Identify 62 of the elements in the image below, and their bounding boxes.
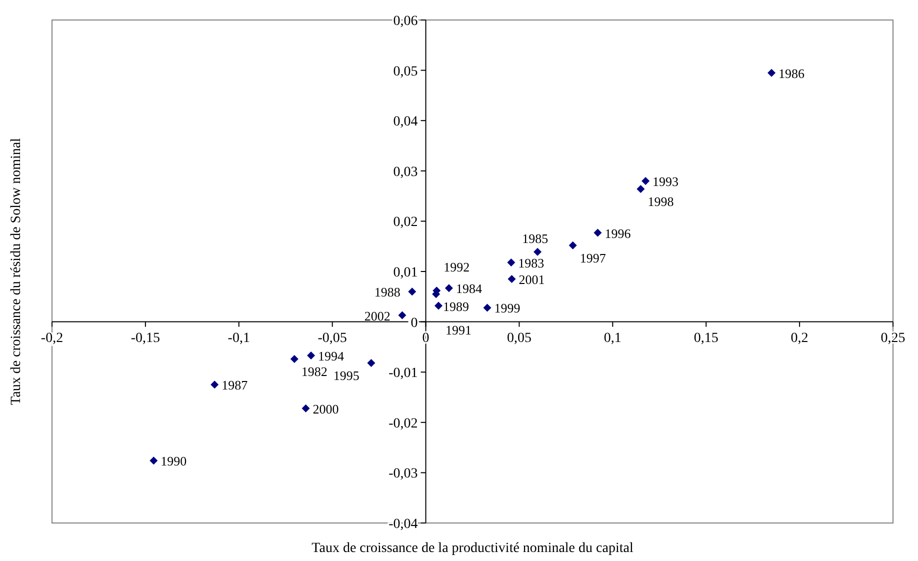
x-tick-label: -0,15 bbox=[130, 330, 160, 346]
point bbox=[642, 176, 650, 185]
annotation: 1982 bbox=[301, 364, 328, 380]
y-tick-label: -0,03 bbox=[388, 466, 418, 482]
y-tick-label: 0,02 bbox=[393, 215, 418, 230]
point bbox=[594, 228, 602, 237]
y-tick-label: 0,04 bbox=[393, 114, 418, 130]
annotation: 2002 bbox=[364, 308, 390, 324]
annotation: 1994 bbox=[318, 348, 345, 364]
point bbox=[768, 68, 776, 77]
annotation: 1996 bbox=[604, 226, 632, 241]
annotation: 1991 bbox=[445, 322, 472, 338]
annotation: 1989 bbox=[443, 299, 470, 314]
point bbox=[534, 248, 542, 256]
annotation: 1992 bbox=[444, 260, 470, 275]
point bbox=[434, 302, 442, 310]
point bbox=[307, 352, 316, 360]
annotation: 1983 bbox=[518, 255, 544, 270]
annotation: 1997 bbox=[580, 250, 606, 266]
x-tick-label: 0,1 bbox=[604, 330, 622, 346]
y-axis-title: Taux de croissance du résidu de Solow nominal bbox=[9, 138, 24, 405]
annotation: 1986 bbox=[778, 66, 806, 81]
x-tick-label: 0,25 bbox=[880, 330, 906, 346]
y-tick-label: 0 bbox=[410, 316, 418, 331]
x-tick-label: -0,05 bbox=[318, 330, 347, 346]
y-tick-label: 0,06 bbox=[393, 14, 418, 29]
y-tick-label: -0,02 bbox=[388, 416, 418, 432]
annotation: 1999 bbox=[494, 300, 520, 316]
y-tick-label: 0,01 bbox=[393, 266, 418, 280]
annotation: 2001 bbox=[518, 272, 545, 288]
y-tick-label: 0,03 bbox=[393, 164, 418, 180]
y-tick-label: 0,05 bbox=[393, 64, 418, 80]
x-tick-label: -0,2 bbox=[40, 330, 64, 346]
annotation: 1985 bbox=[522, 230, 548, 246]
x-tick-label: 0,05 bbox=[506, 330, 532, 346]
x-tick-label: 0,2 bbox=[790, 330, 808, 346]
point bbox=[290, 355, 298, 364]
x-axis-title: Taux de croissance de la productivité nominale du capital bbox=[312, 541, 634, 556]
annotation: 1995 bbox=[333, 368, 360, 384]
point bbox=[210, 380, 219, 389]
point bbox=[150, 456, 158, 465]
annotation: 1993 bbox=[652, 174, 679, 189]
annotation: 1988 bbox=[374, 284, 400, 300]
point bbox=[508, 275, 516, 284]
point bbox=[636, 185, 645, 194]
point bbox=[483, 304, 492, 312]
annotation: 2000 bbox=[312, 401, 339, 416]
point bbox=[408, 288, 416, 296]
point bbox=[507, 258, 516, 266]
y-tick-label: -0,04 bbox=[388, 517, 418, 532]
annotation: 1984 bbox=[456, 281, 482, 296]
x-tick-label: -0,1 bbox=[228, 330, 250, 346]
annotation: 1998 bbox=[648, 194, 674, 210]
annotation: 1987 bbox=[222, 378, 248, 393]
point bbox=[302, 404, 310, 412]
point bbox=[398, 311, 406, 320]
point bbox=[444, 284, 453, 292]
annotation: 1990 bbox=[160, 454, 187, 469]
point bbox=[568, 241, 577, 250]
y-tick-label: -0,01 bbox=[388, 366, 418, 382]
point bbox=[367, 359, 376, 368]
x-tick-label: 0,15 bbox=[694, 330, 718, 346]
